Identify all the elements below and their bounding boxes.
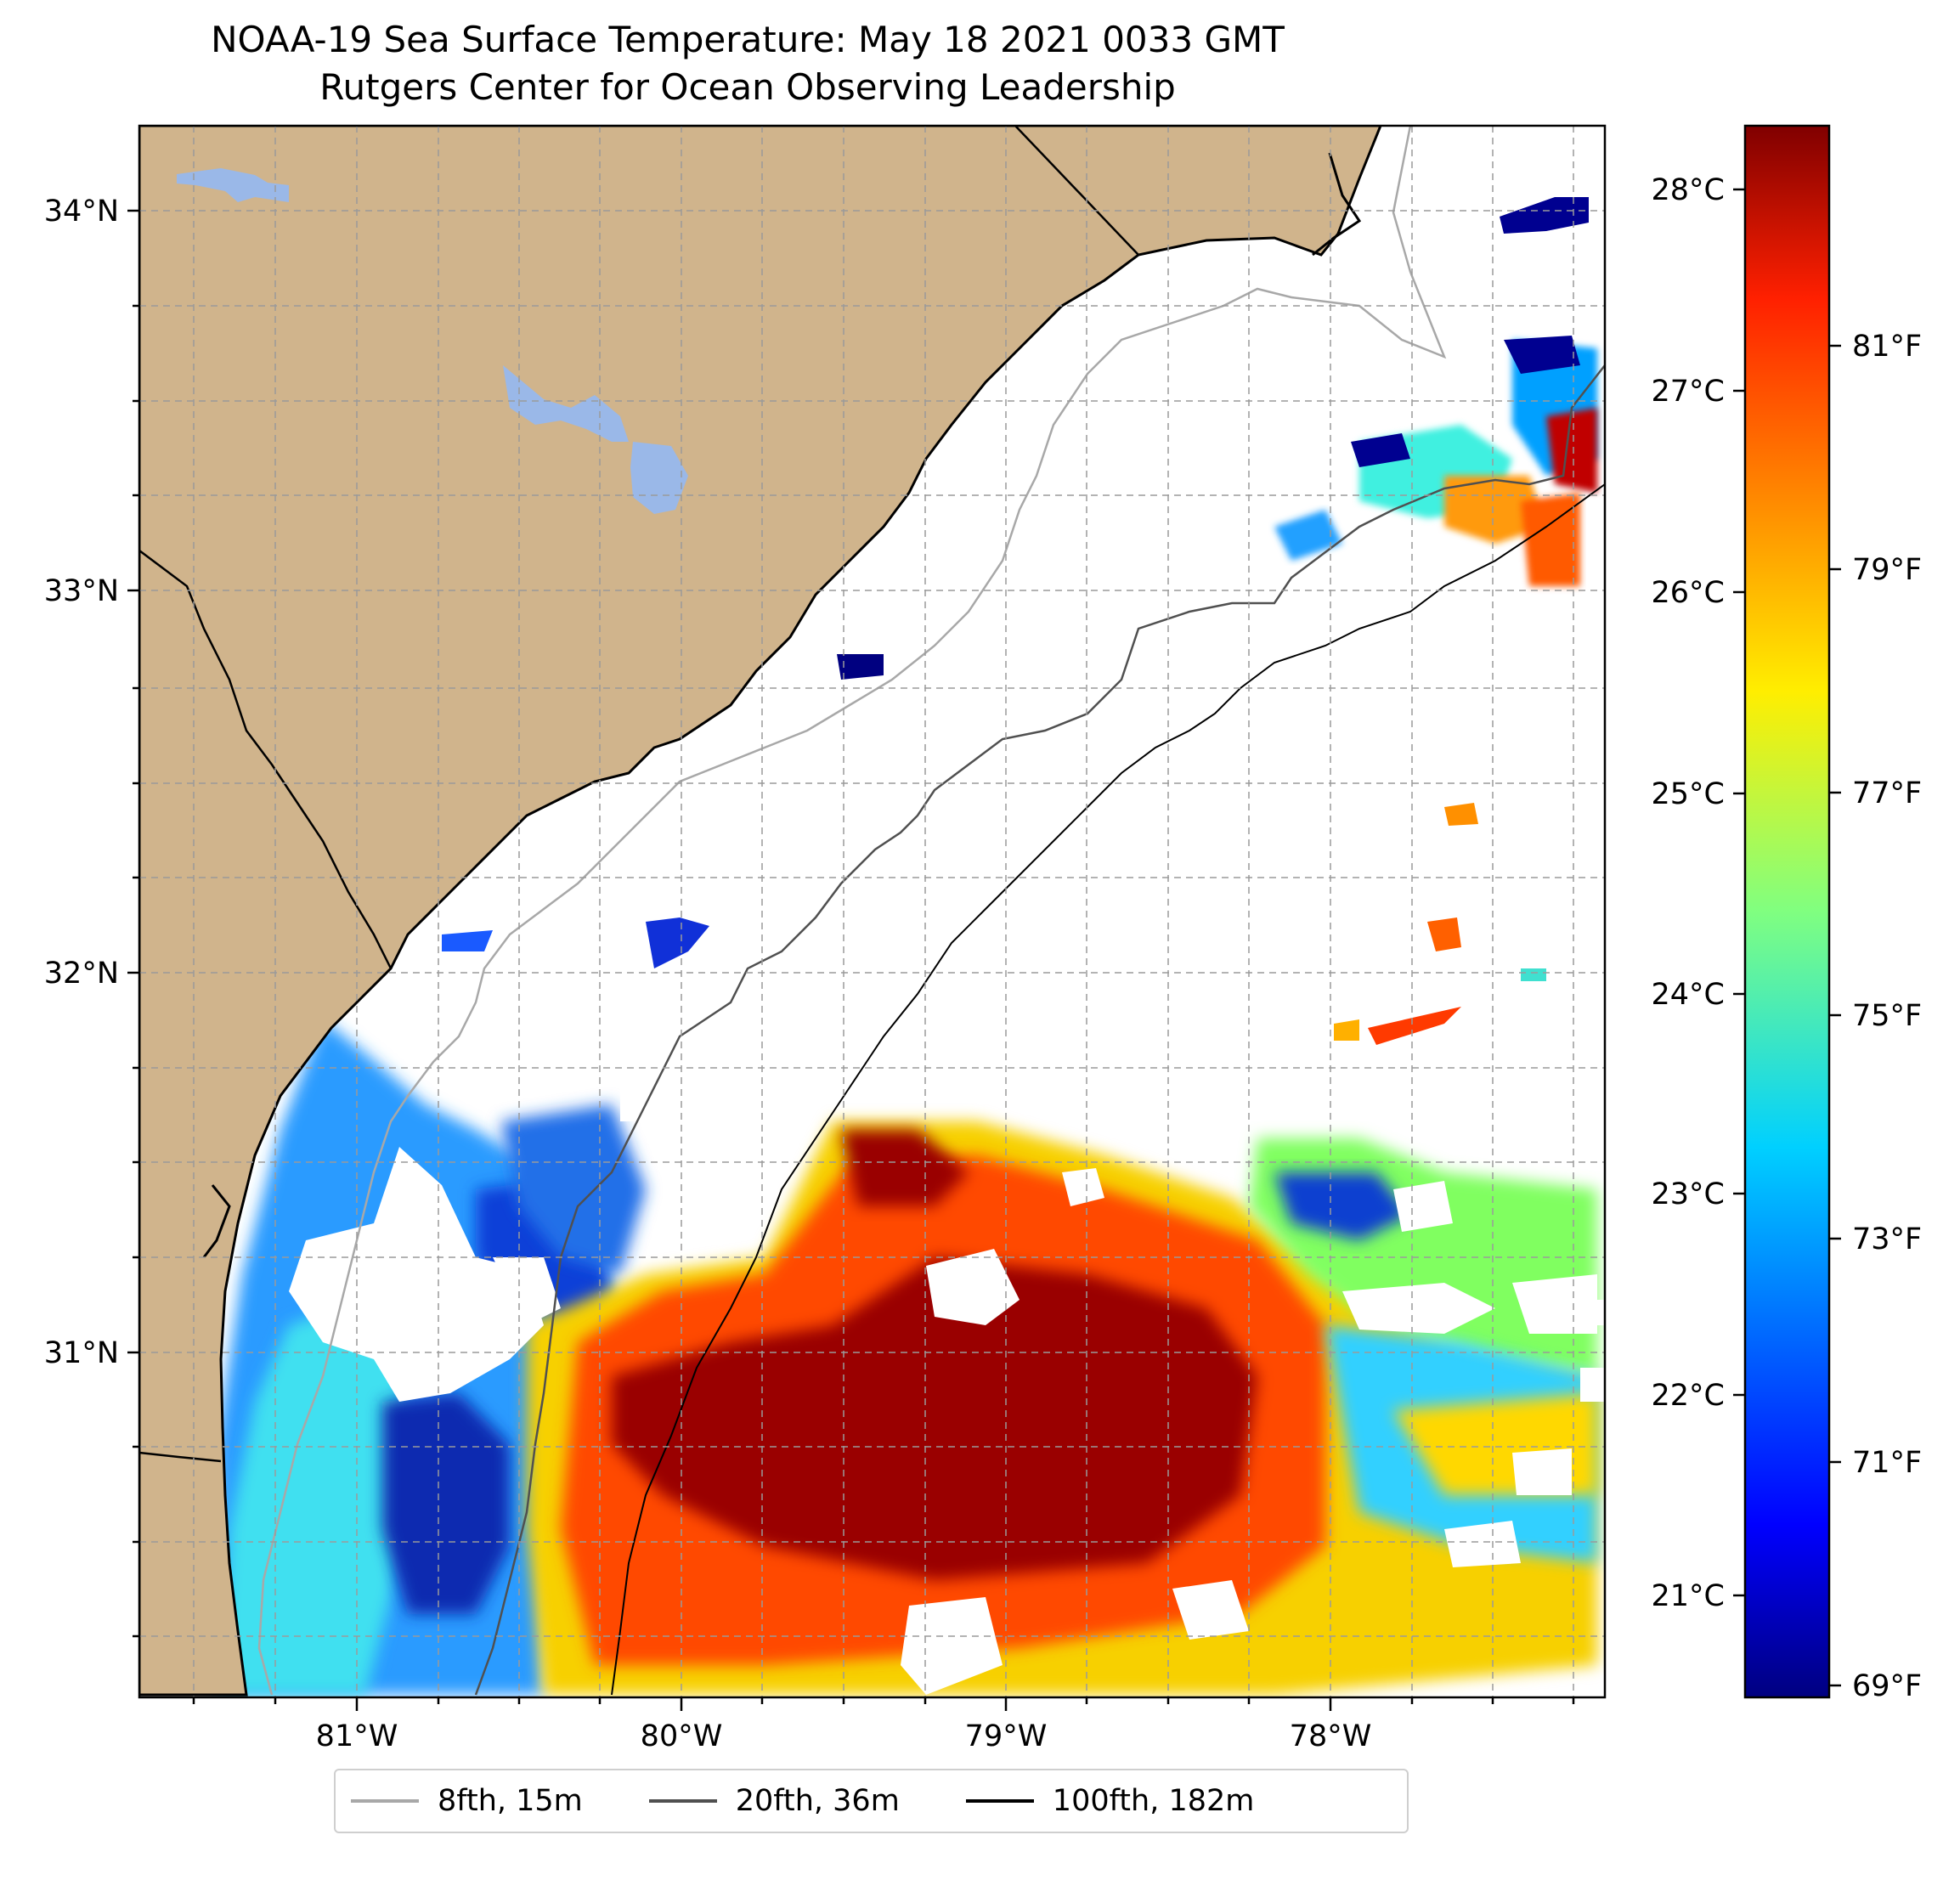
- lon-label-78: 78°W: [1290, 1719, 1372, 1753]
- sst-field: [212, 197, 1597, 1695]
- cb-f-79: 79°F: [1852, 553, 1922, 587]
- legend-item-8fth: 8fth, 15m: [336, 1784, 583, 1818]
- colorbar-fahrenheit-ticks: [1829, 344, 1841, 1687]
- state-border-ga-fl: [139, 1451, 222, 1463]
- map-title: NOAA-19 Sea Surface Temperature: May 18 …: [211, 19, 1285, 60]
- cb-f-77: 77°F: [1852, 776, 1922, 810]
- state-border-nc-sc: [1014, 126, 1139, 256]
- cb-c-28: 28°C: [1652, 173, 1725, 207]
- map-subtitle: Rutgers Center for Ocean Observing Leade…: [319, 66, 1176, 108]
- lon-label-80: 80°W: [641, 1719, 723, 1753]
- lat-label-33: 33°N: [44, 574, 119, 608]
- lon-label-81: 81°W: [316, 1719, 398, 1753]
- legend-swatch-8fth: [351, 1799, 419, 1803]
- isobath-legend: 8fth, 15m 20fth, 36m 100fth, 182m: [334, 1769, 1409, 1833]
- lat-ticks: [127, 209, 139, 1638]
- cb-c-21: 21°C: [1652, 1579, 1725, 1613]
- legend-item-20fth: 20fth, 36m: [634, 1784, 900, 1818]
- cloud-mask: [289, 1070, 1605, 1695]
- legend-item-100fth: 100fth, 182m: [951, 1784, 1255, 1818]
- lon-label-79: 79°W: [965, 1719, 1048, 1753]
- legend-swatch-100fth: [965, 1799, 1034, 1803]
- ne-cold-patch: [1500, 197, 1589, 234]
- legend-label-8fth: 8fth, 15m: [438, 1784, 583, 1818]
- colorbar-celsius-ticks: [1733, 188, 1745, 1597]
- lat-label-32: 32°N: [44, 957, 119, 991]
- gridlines: [139, 126, 1605, 1697]
- cb-f-73: 73°F: [1852, 1222, 1922, 1256]
- legend-swatch-20fth: [648, 1799, 717, 1803]
- land: [139, 126, 1382, 1697]
- cb-f-71: 71°F: [1852, 1446, 1922, 1480]
- cb-c-22: 22°C: [1652, 1379, 1725, 1413]
- isobath-8fth: [257, 126, 1447, 1696]
- state-border-sc-ga: [139, 550, 393, 969]
- isobath-100fth: [611, 483, 1605, 1696]
- lat-label-31: 31°N: [44, 1336, 119, 1370]
- colorbar: [1743, 124, 1831, 1699]
- cb-f-69: 69°F: [1852, 1669, 1922, 1703]
- lon-ticks: [192, 1697, 1575, 1711]
- cb-f-75: 75°F: [1852, 999, 1922, 1033]
- map-area: [139, 126, 1605, 1697]
- lat-label-34: 34°N: [44, 195, 119, 229]
- cb-c-27: 27°C: [1652, 375, 1725, 409]
- cb-c-25: 25°C: [1652, 777, 1725, 811]
- cb-c-24: 24°C: [1652, 978, 1725, 1012]
- map-frame: [138, 124, 1607, 1699]
- cb-f-81: 81°F: [1852, 330, 1922, 364]
- cb-c-23: 23°C: [1652, 1177, 1725, 1211]
- cb-c-26: 26°C: [1652, 576, 1725, 610]
- legend-label-20fth: 20fth, 36m: [735, 1784, 900, 1818]
- legend-label-100fth: 100fth, 182m: [1052, 1784, 1255, 1818]
